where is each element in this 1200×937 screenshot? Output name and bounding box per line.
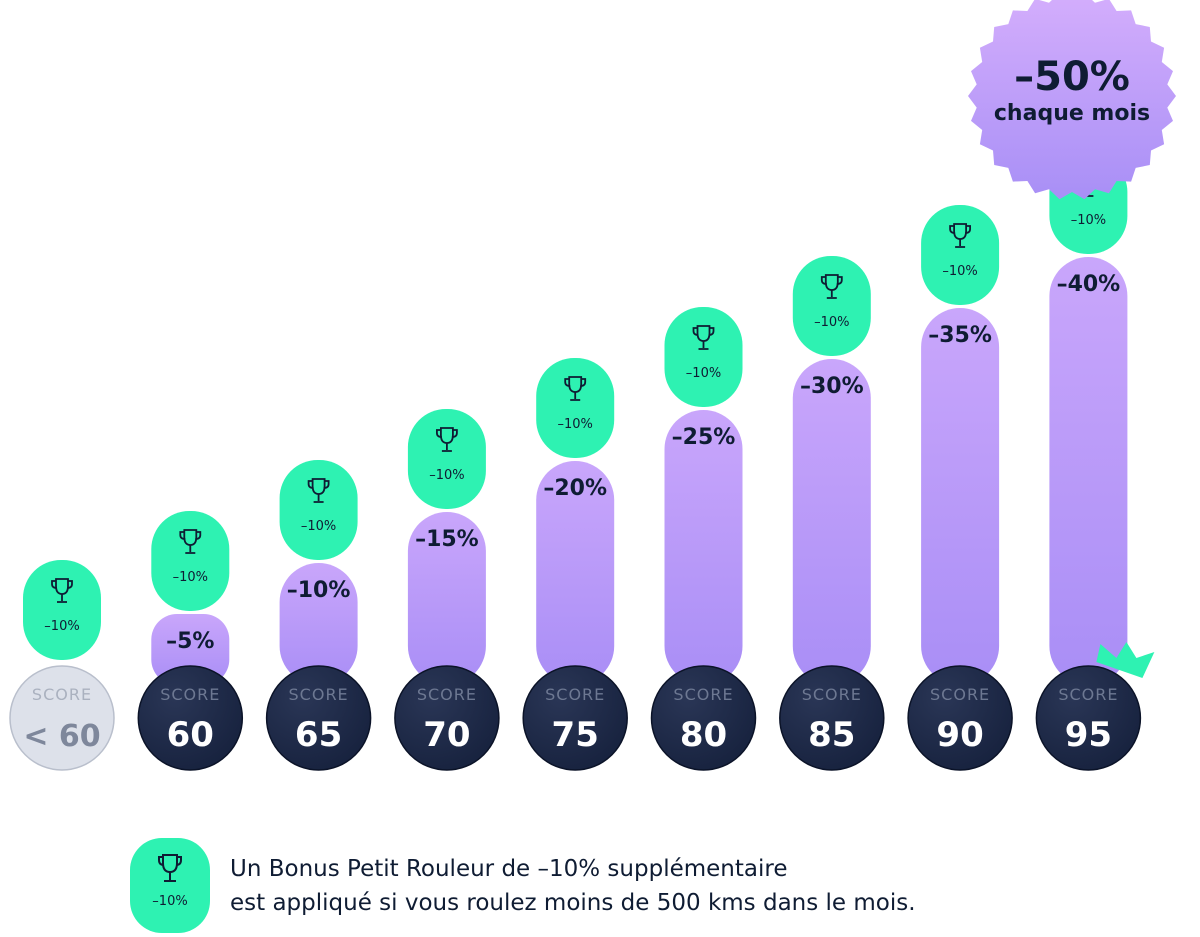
discount-bar-chart: –10% SCORE < 60 –5% –10% SCORE 60 –10% –10% SCORE… (9, 0, 1176, 771)
score-value: 95 (1065, 715, 1112, 755)
legend-line-2: est appliqué si vous roulez moins de 500… (230, 890, 916, 916)
score-column-6: –30% –10% SCORE 85 (779, 256, 885, 771)
bonus-label: –10% (557, 417, 592, 432)
legend-pill-label: –10% (152, 894, 188, 909)
score-value: 90 (936, 715, 983, 755)
crown-icon (1096, 642, 1155, 678)
discount-label: –30% (800, 374, 864, 399)
bonus-label: –10% (429, 468, 464, 483)
score-column-7: –35% –10% SCORE 90 (907, 205, 1013, 771)
trophy-icon (435, 427, 458, 452)
score-value: 85 (808, 715, 855, 755)
score-caption: SCORE (32, 685, 92, 704)
bonus-pill (792, 256, 871, 356)
score-circle (907, 665, 1013, 771)
bonus-pill (921, 205, 1000, 305)
bonus-label: –10% (942, 264, 977, 279)
score-value: 65 (295, 715, 342, 755)
score-caption: SCORE (930, 685, 990, 704)
score-value: 70 (423, 715, 470, 755)
trophy-icon (949, 223, 971, 248)
score-column-3: –15% –10% SCORE 70 (394, 409, 500, 771)
discount-label: –35% (928, 323, 992, 348)
score-caption: SCORE (545, 685, 605, 704)
score-column-1: –5% –10% SCORE 60 (137, 511, 244, 771)
bonus-label: –10% (173, 570, 208, 585)
score-column-2: –10% –10% SCORE 65 (265, 460, 372, 771)
discount-bar (664, 410, 743, 685)
discount-bar (792, 359, 871, 685)
legend-bonus-pill: –10% (130, 838, 210, 933)
discount-bar (536, 461, 615, 685)
score-value: 60 (167, 715, 214, 755)
bonus-pill (279, 460, 358, 560)
score-column-5: –25% –10% SCORE 80 (650, 307, 757, 771)
bonus-label: –10% (44, 619, 79, 634)
score-caption: SCORE (673, 685, 733, 704)
score-circle (137, 665, 244, 771)
max-discount-badge: –50%chaque mois (968, 0, 1176, 200)
score-caption: SCORE (802, 685, 862, 704)
bonus-pill (23, 560, 101, 660)
score-caption: SCORE (160, 685, 220, 704)
badge-value: –50% (1014, 54, 1130, 100)
legend-line-1: Un Bonus Petit Rouleur de –10% supplémen… (230, 856, 788, 882)
score-value: < 60 (23, 719, 100, 754)
score-column-4: –20% –10% SCORE 75 (522, 358, 628, 771)
discount-label: –20% (543, 476, 607, 501)
trophy-icon (158, 854, 182, 882)
badge-seal (968, 0, 1176, 200)
bonus-pill (536, 358, 615, 458)
discount-label: –40% (1057, 272, 1121, 297)
discount-label: –5% (166, 629, 214, 654)
score-caption: SCORE (417, 685, 477, 704)
trophy-icon (179, 529, 202, 554)
score-column-0: –10% SCORE < 60 (9, 560, 115, 771)
discount-label: –10% (287, 578, 351, 603)
score-circle (650, 665, 757, 771)
discount-label: –15% (415, 527, 479, 552)
trophy-icon (692, 325, 715, 350)
legend-text: Un Bonus Petit Rouleur de –10% supplémen… (230, 852, 1110, 920)
trophy-icon (820, 274, 843, 299)
bonus-pill (151, 511, 230, 611)
trophy-icon (307, 478, 330, 503)
bonus-label: –10% (686, 366, 721, 381)
score-circle (522, 665, 628, 771)
trophy-icon (51, 578, 73, 603)
discount-bar (1049, 257, 1128, 685)
score-column-8: –40% –10% SCORE 95 (1035, 154, 1155, 771)
discount-bar (279, 563, 358, 685)
badge-caption: chaque mois (994, 101, 1150, 126)
score-circle (394, 665, 500, 771)
discount-bar (151, 614, 230, 685)
discount-label: –25% (672, 425, 736, 450)
bonus-label: –10% (1071, 213, 1106, 228)
score-circle (779, 665, 885, 771)
bonus-label: –10% (814, 315, 849, 330)
legend: –10% Un Bonus Petit Rouleur de –10% supp… (130, 838, 1110, 933)
score-caption: SCORE (289, 685, 349, 704)
score-value: 75 (552, 715, 599, 755)
bonus-label: –10% (301, 519, 336, 534)
score-circle (1035, 665, 1142, 771)
score-circle (9, 665, 115, 771)
bonus-pill (664, 307, 743, 407)
score-circle (265, 665, 372, 771)
bonus-pill (407, 409, 486, 509)
score-caption: SCORE (1058, 685, 1118, 704)
trophy-icon (564, 376, 587, 401)
score-value: 80 (680, 715, 727, 755)
discount-bar (921, 308, 1000, 685)
discount-bar (407, 512, 486, 685)
